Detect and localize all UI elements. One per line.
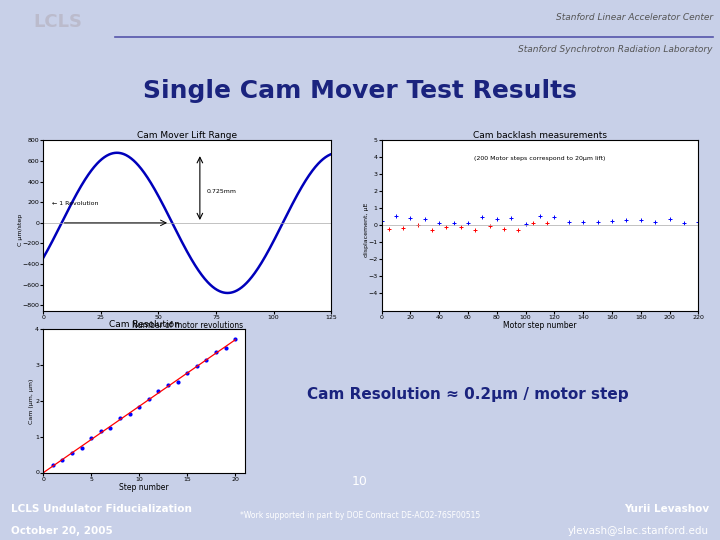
X-axis label: Motor step number: Motor step number xyxy=(503,321,577,330)
Text: Single Cam Mover Test Results: Single Cam Mover Test Results xyxy=(143,79,577,103)
Title: Cam backlash measurements: Cam backlash measurements xyxy=(473,131,607,140)
Y-axis label: Cam (µm, µm): Cam (µm, µm) xyxy=(29,378,34,424)
Text: Stanford Linear Accelerator Center: Stanford Linear Accelerator Center xyxy=(556,14,713,22)
Text: October 20, 2005: October 20, 2005 xyxy=(11,526,112,536)
Text: LCLS Undulator Fiducialization: LCLS Undulator Fiducialization xyxy=(11,504,192,514)
Text: 0.725mm: 0.725mm xyxy=(207,189,237,194)
X-axis label: Number of motor revolutions: Number of motor revolutions xyxy=(132,321,243,330)
Text: displacement, µE: displacement, µE xyxy=(364,202,369,256)
X-axis label: Step number: Step number xyxy=(120,483,168,492)
Text: 10: 10 xyxy=(352,475,368,488)
Text: Yurii Levashov: Yurii Levashov xyxy=(624,504,709,514)
Text: C µm/step: C µm/step xyxy=(18,213,23,246)
Text: *Work supported in part by DOE Contract DE-AC02-76SF00515: *Work supported in part by DOE Contract … xyxy=(240,511,480,519)
Text: LCLS: LCLS xyxy=(33,14,82,31)
Text: (200 Motor steps correspond to 20µm lift): (200 Motor steps correspond to 20µm lift… xyxy=(474,156,606,161)
Title: Cam Resolution: Cam Resolution xyxy=(109,320,179,329)
Text: ← 1 Revolution: ← 1 Revolution xyxy=(53,201,99,206)
Text: ylevash@slac.stanford.edu: ylevash@slac.stanford.edu xyxy=(568,526,709,536)
Title: Cam Mover Lift Range: Cam Mover Lift Range xyxy=(137,131,238,140)
Text: Stanford Synchrotron Radiation Laboratory: Stanford Synchrotron Radiation Laborator… xyxy=(518,45,713,54)
Text: Cam Resolution ≈ 0.2µm / motor step: Cam Resolution ≈ 0.2µm / motor step xyxy=(307,387,629,402)
